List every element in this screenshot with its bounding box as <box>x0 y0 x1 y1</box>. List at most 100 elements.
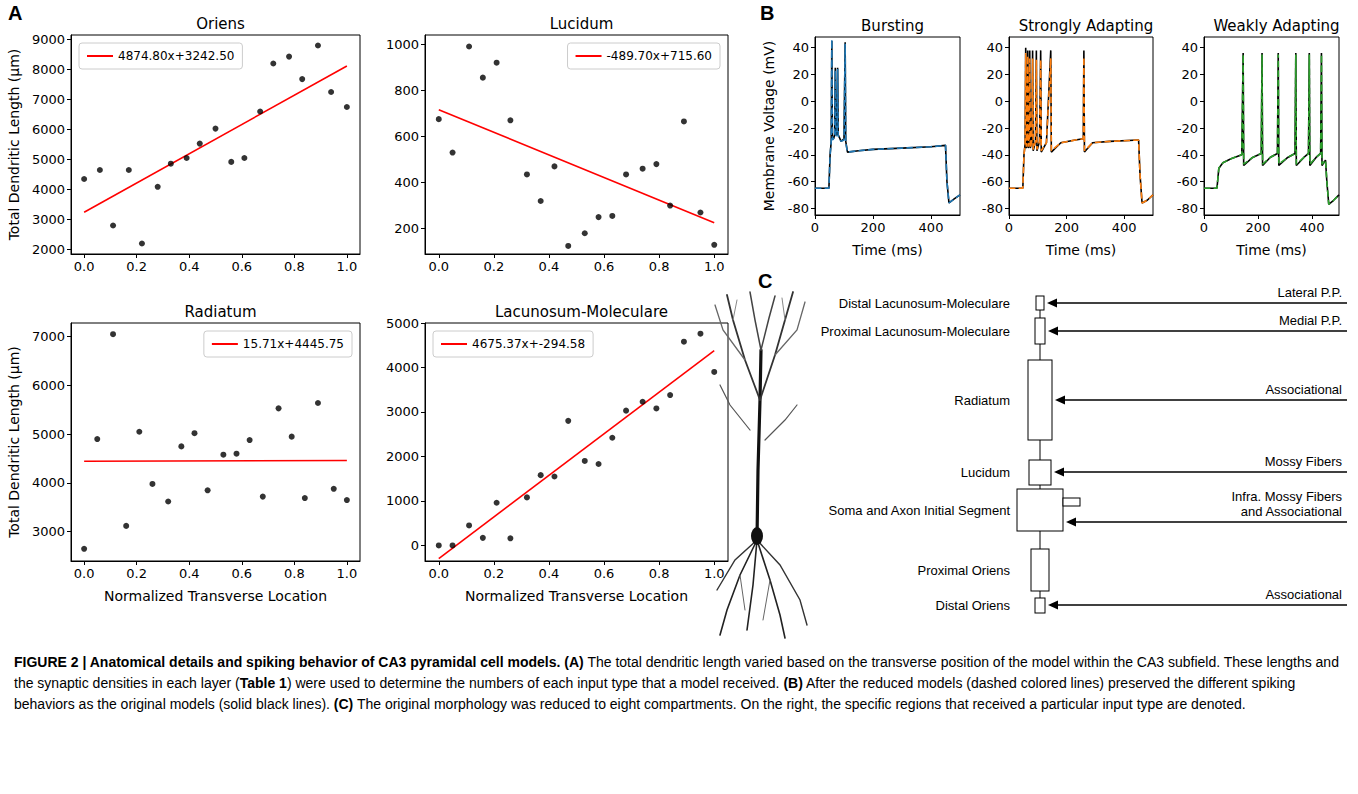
svg-text:0.2: 0.2 <box>126 566 147 581</box>
svg-text:Membrane Voltage (mV): Membrane Voltage (mV) <box>761 41 777 212</box>
svg-text:0.0: 0.0 <box>428 259 449 274</box>
svg-text:40: 40 <box>792 40 809 55</box>
svg-text:0: 0 <box>801 94 809 109</box>
svg-text:Time (ms): Time (ms) <box>1235 242 1307 258</box>
svg-text:20: 20 <box>986 67 1003 82</box>
svg-text:7000: 7000 <box>32 329 65 344</box>
svg-text:4874.80x+3242.50: 4874.80x+3242.50 <box>118 49 234 63</box>
svg-text:Distal Oriens: Distal Oriens <box>936 598 1011 613</box>
svg-text:Infra. Mossy Fibers: Infra. Mossy Fibers <box>1231 489 1342 504</box>
svg-text:0: 0 <box>1190 94 1198 109</box>
svg-text:Proximal Lacunosum-Moleculare: Proximal Lacunosum-Moleculare <box>821 324 1010 339</box>
svg-text:200: 200 <box>1054 220 1079 235</box>
svg-text:400: 400 <box>1112 220 1137 235</box>
svg-text:Oriens: Oriens <box>196 15 245 33</box>
svg-text:Time (ms): Time (ms) <box>1045 242 1117 258</box>
svg-text:0.0: 0.0 <box>428 566 449 581</box>
svg-text:-60: -60 <box>788 174 809 189</box>
svg-text:Strongly Adapting: Strongly Adapting <box>1019 17 1154 35</box>
svg-text:400: 400 <box>394 175 419 190</box>
svg-text:4675.37x+-294.58: 4675.37x+-294.58 <box>472 337 585 351</box>
svg-text:-489.70x+715.60: -489.70x+715.60 <box>607 49 712 63</box>
svg-text:Mossy Fibers: Mossy Fibers <box>1265 454 1343 469</box>
svg-text:9000: 9000 <box>32 32 65 47</box>
svg-text:0.4: 0.4 <box>179 259 200 274</box>
svg-text:0: 0 <box>811 220 819 235</box>
svg-text:Associational: Associational <box>1265 382 1342 397</box>
svg-text:-80: -80 <box>982 201 1003 216</box>
svg-text:Time (ms): Time (ms) <box>851 242 923 258</box>
svg-text:200: 200 <box>861 220 886 235</box>
svg-text:Lateral P.P.: Lateral P.P. <box>1277 285 1342 300</box>
svg-text:Soma and Axon Initial Segment: Soma and Axon Initial Segment <box>829 503 1011 518</box>
svg-text:8000: 8000 <box>32 62 65 77</box>
svg-text:0.6: 0.6 <box>231 259 252 274</box>
svg-text:-80: -80 <box>1177 201 1198 216</box>
svg-text:Normalized Transverse Location: Normalized Transverse Location <box>104 588 327 604</box>
svg-text:20: 20 <box>1181 67 1198 82</box>
svg-text:0.6: 0.6 <box>594 259 615 274</box>
svg-text:and Associational: and Associational <box>1241 504 1342 519</box>
svg-text:1.0: 1.0 <box>704 259 725 274</box>
svg-text:40: 40 <box>986 40 1003 55</box>
svg-text:400: 400 <box>1300 220 1325 235</box>
svg-text:1.0: 1.0 <box>704 566 725 581</box>
svg-text:15.71x+4445.75: 15.71x+4445.75 <box>243 337 344 351</box>
svg-text:Total Dendritic Length (μm): Total Dendritic Length (μm) <box>6 346 22 539</box>
svg-text:5000: 5000 <box>386 316 419 331</box>
svg-text:-40: -40 <box>788 147 809 162</box>
svg-text:2000: 2000 <box>32 242 65 257</box>
svg-text:0.0: 0.0 <box>74 259 95 274</box>
svg-text:0.8: 0.8 <box>649 259 670 274</box>
svg-text:0: 0 <box>1200 220 1208 235</box>
svg-text:7000: 7000 <box>32 92 65 107</box>
svg-text:0.2: 0.2 <box>484 259 505 274</box>
svg-text:Radiatum: Radiatum <box>184 303 256 321</box>
svg-text:Lucidum: Lucidum <box>550 15 614 33</box>
svg-text:200: 200 <box>1246 220 1271 235</box>
svg-text:-20: -20 <box>982 121 1003 136</box>
svg-text:1.0: 1.0 <box>337 259 358 274</box>
svg-text:Medial P.P.: Medial P.P. <box>1279 313 1342 328</box>
svg-text:0.4: 0.4 <box>539 259 560 274</box>
svg-text:0.4: 0.4 <box>539 566 560 581</box>
svg-text:0.6: 0.6 <box>231 566 252 581</box>
svg-text:5000: 5000 <box>32 427 65 442</box>
svg-text:Lacunosum-Moleculare: Lacunosum-Moleculare <box>495 303 668 321</box>
svg-text:0.8: 0.8 <box>284 566 305 581</box>
svg-text:Proximal Oriens: Proximal Oriens <box>918 563 1011 578</box>
svg-text:0.8: 0.8 <box>284 259 305 274</box>
svg-text:1000: 1000 <box>386 37 419 52</box>
svg-text:0.2: 0.2 <box>126 259 147 274</box>
svg-text:Radiatum: Radiatum <box>954 393 1010 408</box>
svg-text:5000: 5000 <box>32 152 65 167</box>
svg-text:0.0: 0.0 <box>74 566 95 581</box>
svg-text:4000: 4000 <box>386 360 419 375</box>
svg-text:40: 40 <box>1181 40 1198 55</box>
svg-text:200: 200 <box>394 221 419 236</box>
svg-text:-20: -20 <box>1177 121 1198 136</box>
svg-text:400: 400 <box>919 220 944 235</box>
svg-text:Distal Lacunosum-Moleculare: Distal Lacunosum-Moleculare <box>839 296 1010 311</box>
svg-text:-60: -60 <box>1177 174 1198 189</box>
svg-text:1.0: 1.0 <box>337 566 358 581</box>
svg-text:0.2: 0.2 <box>484 566 505 581</box>
svg-text:Total Dendritic Length (μm): Total Dendritic Length (μm) <box>6 49 22 242</box>
svg-text:3000: 3000 <box>32 212 65 227</box>
svg-text:Weakly Adapting: Weakly Adapting <box>1213 17 1339 35</box>
svg-text:20: 20 <box>792 67 809 82</box>
svg-text:-40: -40 <box>1177 147 1198 162</box>
svg-text:3000: 3000 <box>386 404 419 419</box>
svg-text:0: 0 <box>411 538 419 553</box>
svg-text:0: 0 <box>1005 220 1013 235</box>
svg-text:-80: -80 <box>788 201 809 216</box>
svg-text:800: 800 <box>394 83 419 98</box>
svg-text:4000: 4000 <box>32 475 65 490</box>
svg-text:6000: 6000 <box>32 122 65 137</box>
svg-text:4000: 4000 <box>32 182 65 197</box>
svg-text:Lucidum: Lucidum <box>961 465 1010 480</box>
svg-text:0.6: 0.6 <box>594 566 615 581</box>
svg-text:6000: 6000 <box>32 378 65 393</box>
svg-text:2000: 2000 <box>386 449 419 464</box>
svg-text:0: 0 <box>995 94 1003 109</box>
